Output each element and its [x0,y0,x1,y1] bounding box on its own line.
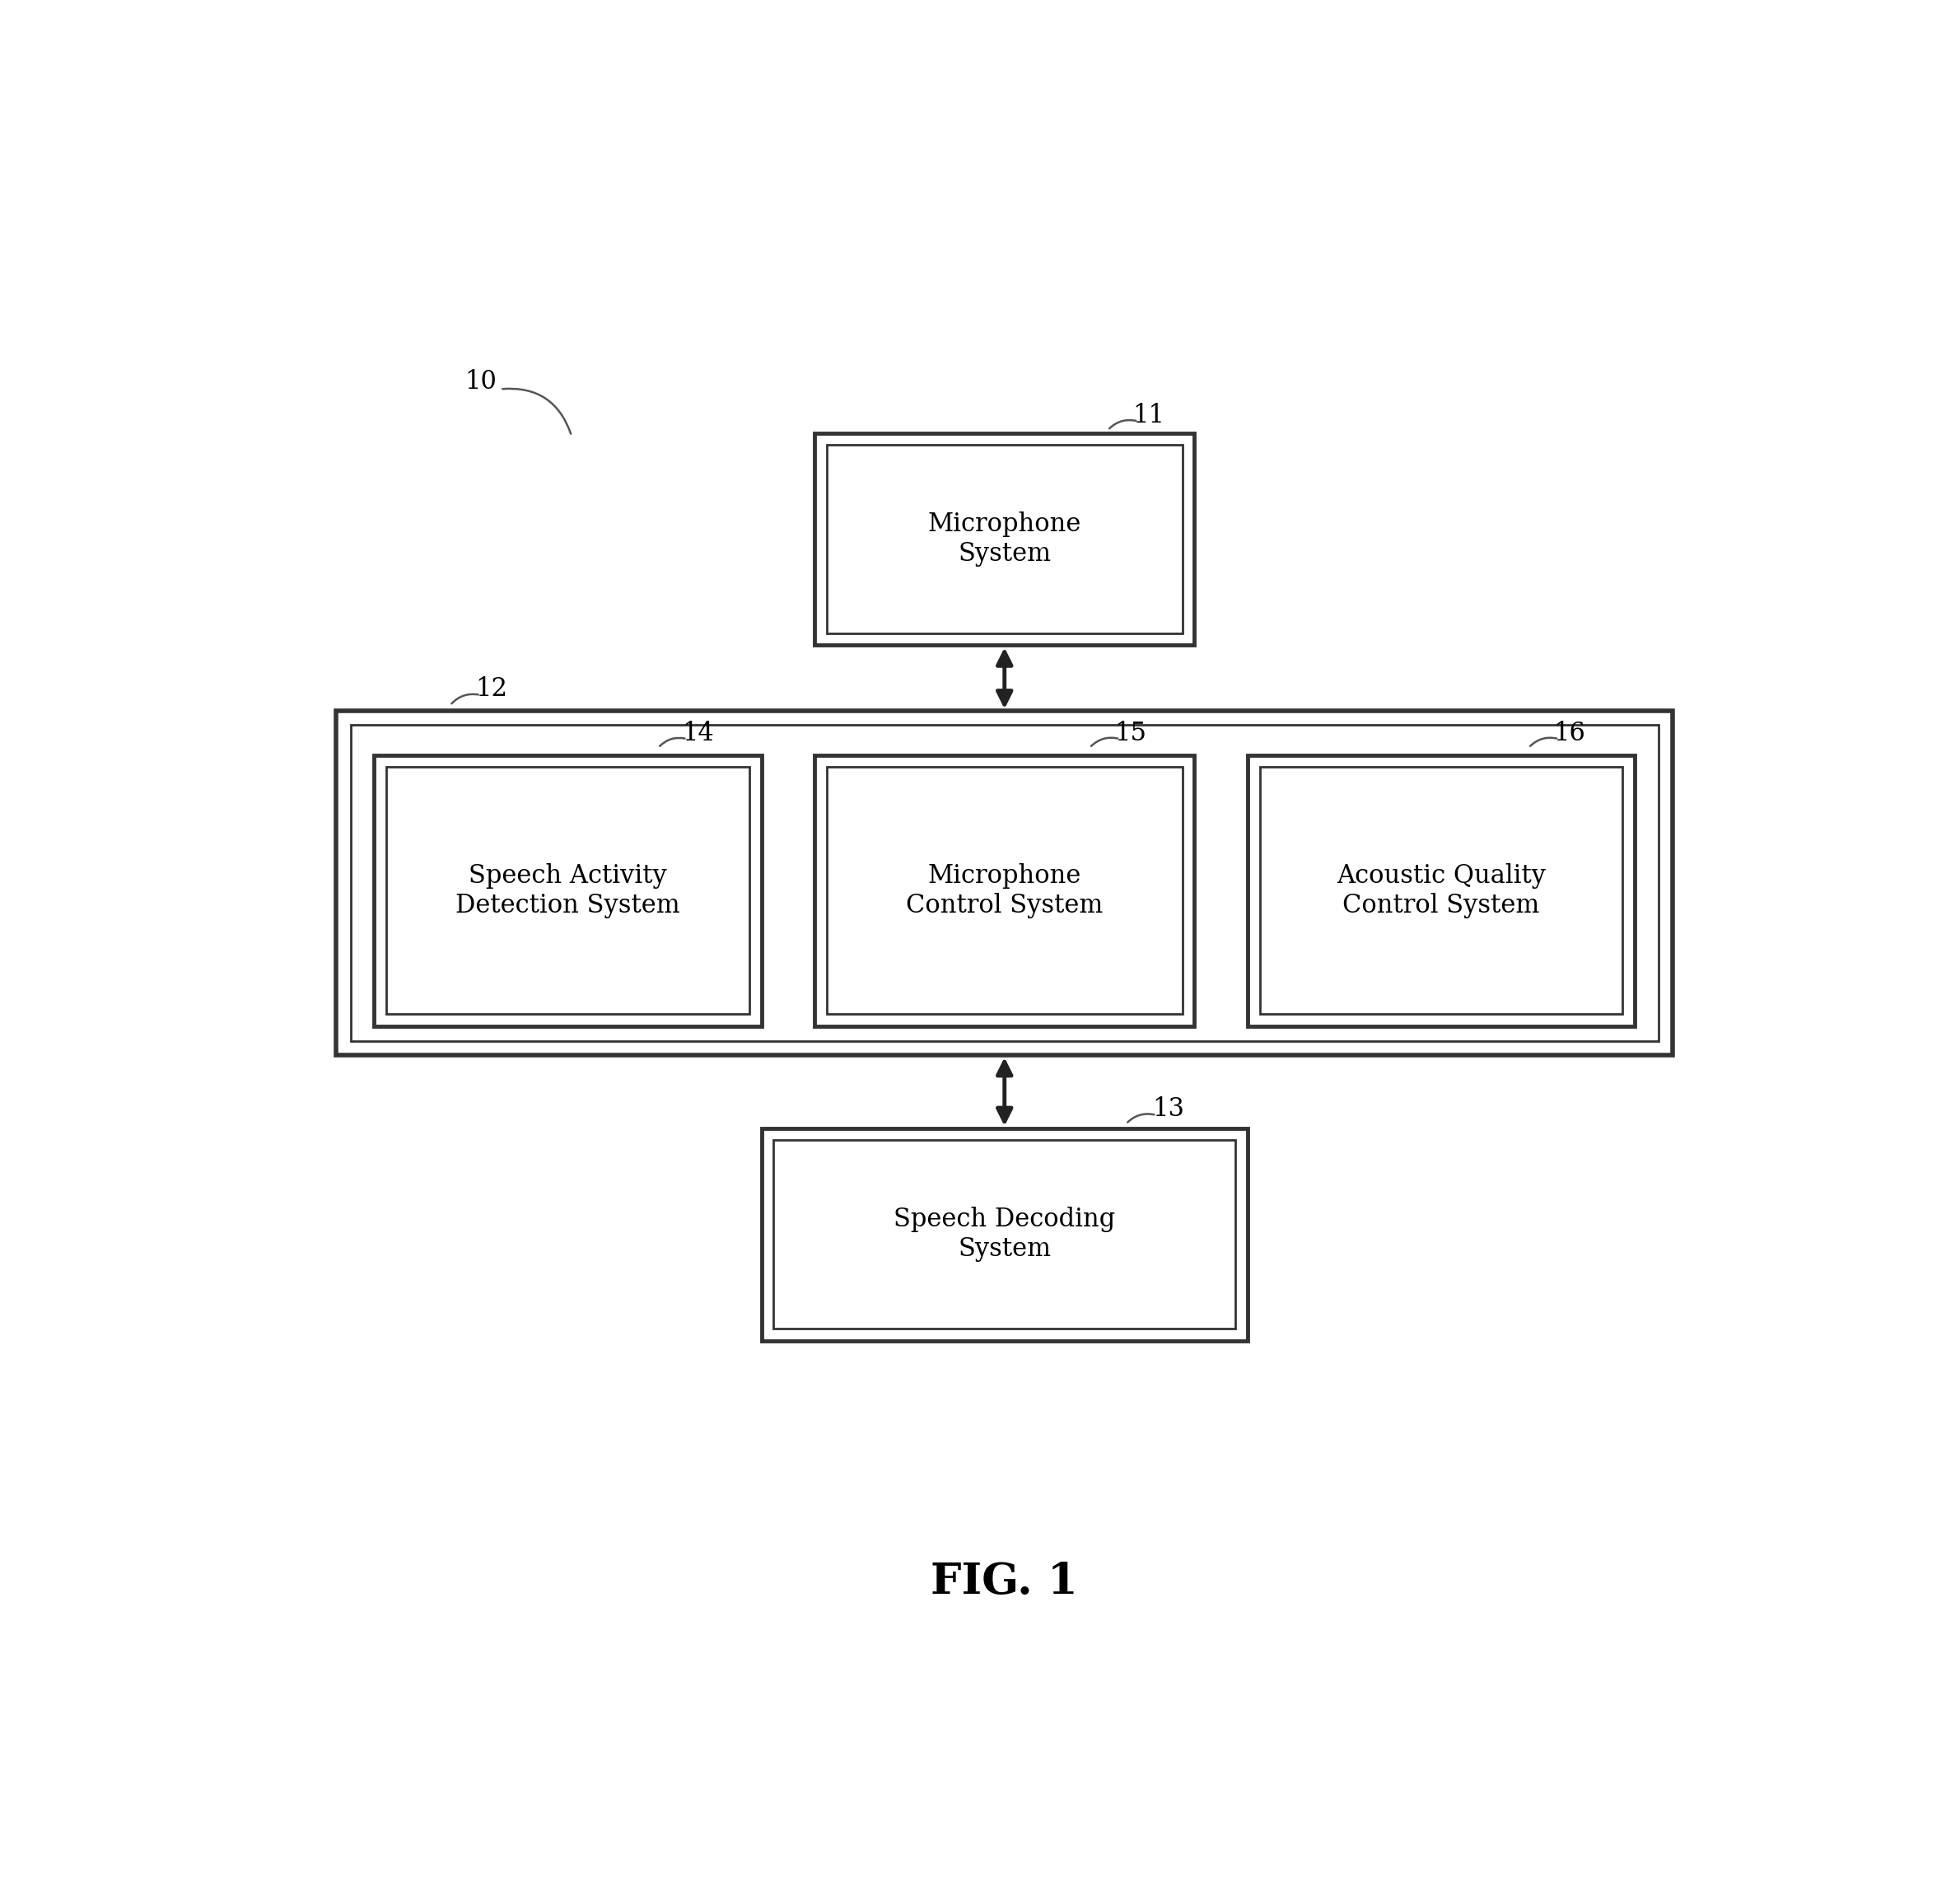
Bar [815,433,1194,644]
Text: Acoustic Quality
Control System: Acoustic Quality Control System [1337,863,1546,918]
Bar [815,755,1194,1027]
Text: Microphone
System: Microphone System [927,511,1082,566]
Text: Speech Activity
Detection System: Speech Activity Detection System [455,863,680,918]
Text: Microphone
Control System: Microphone Control System [906,863,1103,918]
Bar [1260,766,1623,1013]
Text: Speech Decoding
System: Speech Decoding System [894,1207,1115,1262]
Text: 14: 14 [682,720,713,745]
Text: 12: 12 [474,677,508,701]
Bar [351,724,1658,1042]
Text: 15: 15 [1115,720,1147,745]
Bar [774,1141,1235,1329]
Text: 11: 11 [1133,403,1164,428]
Bar [827,445,1182,633]
Text: 13: 13 [1152,1097,1184,1122]
Text: 16: 16 [1554,720,1586,745]
Bar [760,1129,1247,1340]
Bar [374,755,762,1027]
Text: FIG. 1: FIG. 1 [931,1561,1078,1603]
Bar [827,766,1182,1013]
Bar [1249,755,1635,1027]
Bar [386,766,749,1013]
Text: 10: 10 [465,369,496,395]
Bar [337,711,1674,1055]
